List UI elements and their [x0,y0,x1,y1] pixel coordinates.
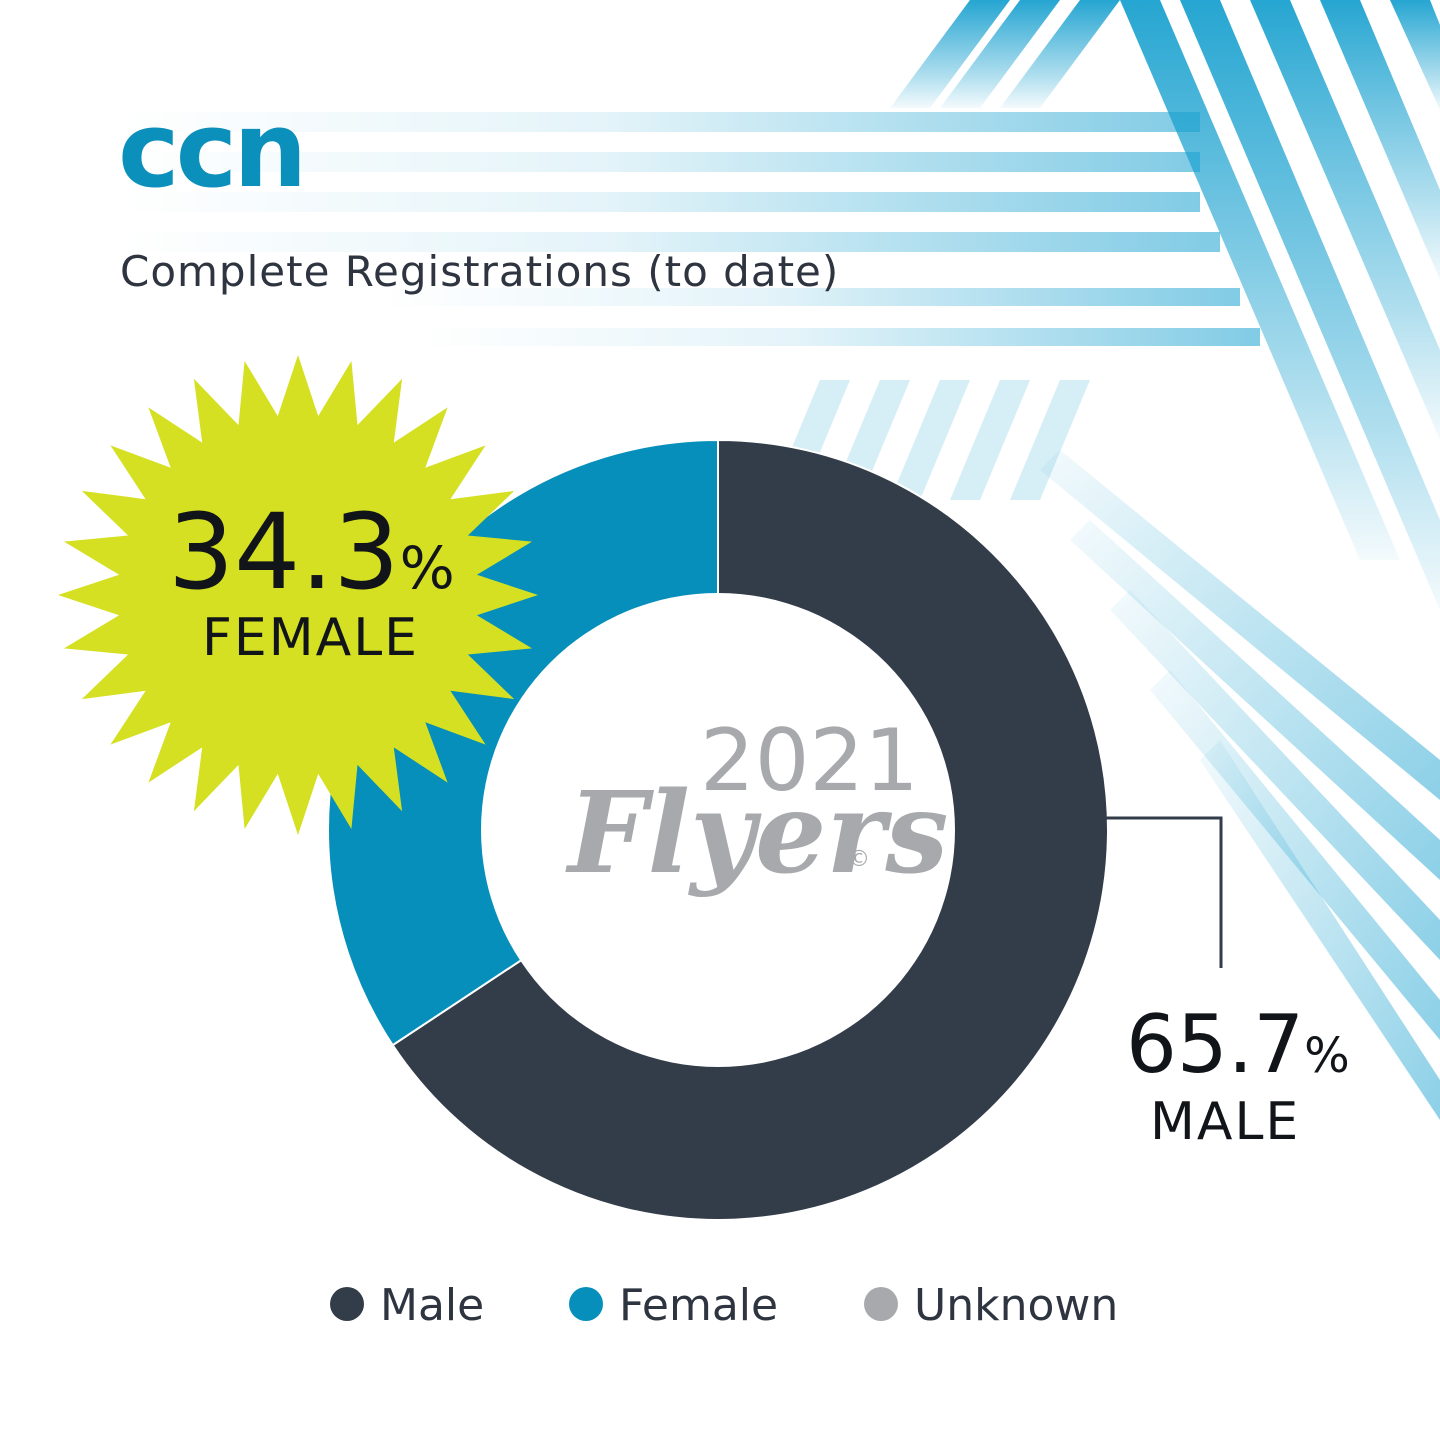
female-label: FEMALE [202,608,419,668]
legend: Male Female Unknown [330,1280,1118,1331]
legend-item-male: Male [330,1280,484,1331]
legend-label-unknown: Unknown [914,1280,1118,1331]
event-copyright: © [848,847,870,872]
legend-swatch-unknown [864,1287,898,1321]
female-number: 34.3 [168,491,400,613]
legend-swatch-male [330,1287,364,1321]
stripe-band-lower-right [1040,450,1440,1120]
page-title: Complete Registrations (to date) [120,247,839,296]
male-unit: % [1304,1028,1350,1084]
event-year: 2021 [700,711,919,811]
legend-label-female: Female [619,1280,778,1331]
legend-label-male: Male [380,1280,484,1331]
stripe-band-horizontal [120,112,1260,346]
male-label: MALE [1150,1092,1300,1152]
ccn-logo: ccn [118,89,307,211]
event-logo: 2021 Flyers © [565,711,948,899]
legend-swatch-female [569,1287,603,1321]
male-value: 65.7% [1126,998,1350,1091]
female-value: 34.3% [168,491,455,613]
female-callout: 34.3% FEMALE [58,355,538,835]
donut-hole [481,593,955,1067]
event-name: Flyers [565,768,948,899]
legend-item-female: Female [569,1280,778,1331]
female-unit: % [400,534,455,602]
starburst-badge [58,355,538,835]
male-leader-line [1106,816,1223,968]
male-callout: 65.7% MALE [1106,816,1350,1152]
male-number: 65.7 [1126,998,1304,1091]
stripe-band-right-arm [890,0,1440,610]
legend-item-unknown: Unknown [864,1280,1118,1331]
background-stripes [120,0,1440,1120]
logo-lettering: ccn [118,89,303,211]
